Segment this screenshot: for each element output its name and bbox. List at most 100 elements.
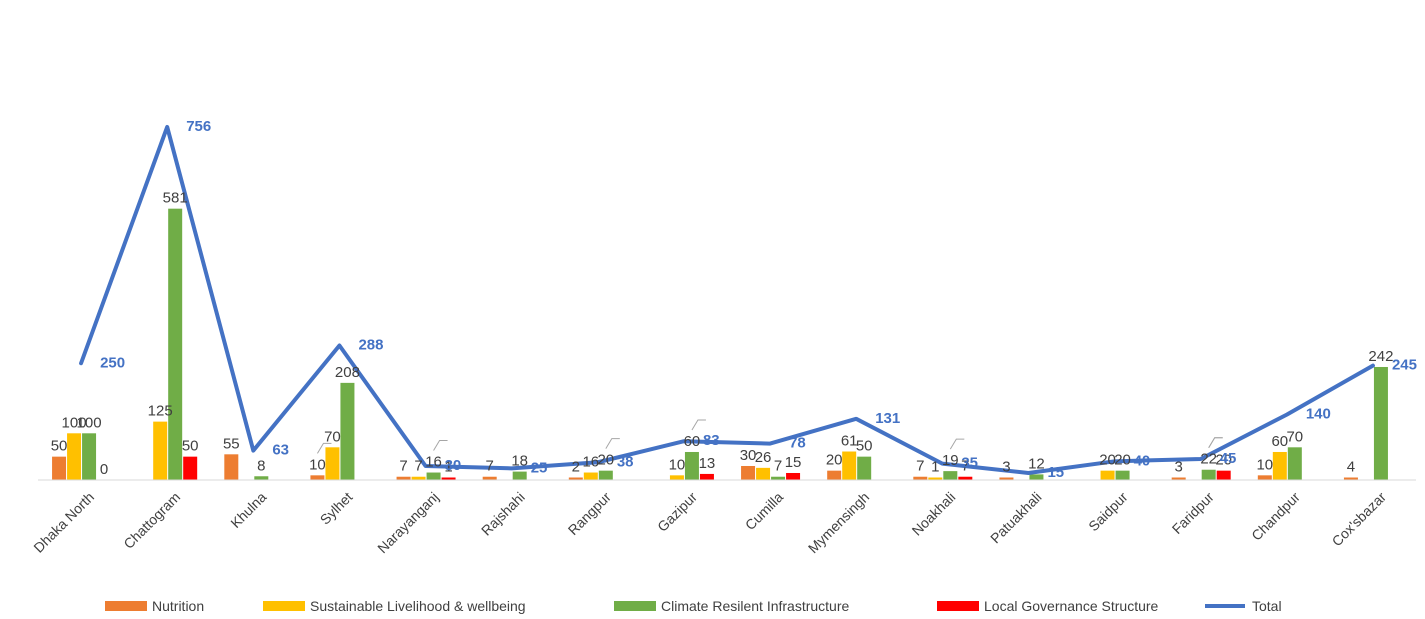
bar-label-climate-resilent-infrastructure-chattogram: 581 [163, 190, 188, 207]
bar-sustainable-livelihood-wellbeing-mymensingh [842, 451, 857, 480]
bar-nutrition-faridpur [1171, 477, 1186, 480]
bar-label-local-governance-structure-narayanganj: 1 [444, 459, 452, 476]
bar-label-climate-resilent-infrastructure-cox-sbazar: 242 [1368, 348, 1393, 365]
category-label-narayanganj: Narayanganj [374, 489, 441, 556]
bar-label-climate-resilent-infrastructure-dhaka-north: 100 [77, 414, 102, 431]
total-label-khulna: 63 [272, 442, 289, 459]
leader-line [605, 438, 620, 449]
bar-nutrition-narayanganj [396, 476, 411, 480]
category-label-khulna: Khulna [227, 489, 269, 531]
legend-label: Local Governance Structure [984, 598, 1159, 614]
bar-nutrition-patuakhali [999, 477, 1014, 480]
bar-climate-resilent-infrastructure-chattogram [168, 208, 183, 480]
legend-label: Sustainable Livelihood & wellbeing [310, 598, 526, 614]
bar-label-sustainable-livelihood-wellbeing-sylhet: 70 [324, 428, 341, 445]
legend-swatch [937, 601, 979, 611]
leader-line [1208, 437, 1223, 448]
bar-label-nutrition-sylhet: 10 [309, 456, 326, 473]
bar-local-governance-structure-cumilla [786, 472, 801, 480]
bar-climate-resilent-infrastructure-patuakhali [1029, 474, 1044, 480]
bar-sustainable-livelihood-wellbeing-dhaka-north [67, 433, 82, 480]
bar-climate-resilent-infrastructure-saidpur [1115, 470, 1130, 480]
total-label-rajshahi: 25 [531, 459, 548, 476]
total-series-line [79, 124, 1375, 475]
legend-label: Nutrition [152, 598, 204, 614]
bar-label-climate-resilent-infrastructure-patuakhali: 12 [1028, 455, 1045, 472]
bar-nutrition-cox-sbazar [1343, 477, 1358, 480]
bar-nutrition-khulna [224, 454, 239, 480]
bar-nutrition-cumilla [741, 465, 756, 480]
bar-label-sustainable-livelihood-wellbeing-gazipur: 10 [669, 456, 686, 473]
bar-climate-resilent-infrastructure-mymensingh [857, 456, 872, 480]
bar-sustainable-livelihood-wellbeing-chandpur [1272, 451, 1287, 480]
bar-nutrition-rajshahi [482, 476, 497, 480]
bar-label-local-governance-structure-noakhali: 7 [961, 458, 969, 475]
category-label-gazipur: Gazipur [654, 489, 700, 535]
category-labels: Dhaka North Chattogram Khulna Sylhet Narayan… [30, 489, 1389, 557]
total-label-sylhet: 288 [358, 337, 383, 354]
bar-label-climate-resilent-infrastructure-noakhali: 19 [942, 452, 959, 469]
bar-climate-resilent-infrastructure-cumilla [771, 476, 786, 480]
legend-item-climate-resilent-infrastructure: Climate Resilent Infrastructure [614, 598, 850, 614]
category-label-cumilla: Cumilla [742, 489, 786, 533]
bar-sustainable-livelihood-wellbeing-rangpur [583, 472, 598, 480]
bar-label-local-governance-structure-faridpur: 20 [1215, 452, 1232, 469]
category-label-sylhet: Sylhet [317, 489, 356, 528]
bar-climate-resilent-infrastructure-chandpur [1287, 447, 1302, 480]
category-label-rajshahi: Rajshahi [478, 489, 528, 539]
bar-label-local-governance-structure-gazipur: 13 [699, 455, 716, 472]
bar-label-climate-resilent-infrastructure-faridpur: 22 [1200, 451, 1217, 468]
bar-label-climate-resilent-infrastructure-khulna: 8 [257, 457, 265, 474]
leader-line [433, 440, 448, 451]
bar-label-sustainable-livelihood-wellbeing-cumilla: 26 [755, 449, 772, 466]
bar-label-nutrition-patuakhali: 3 [1002, 459, 1010, 476]
total-label-patuakhali: 15 [1047, 464, 1064, 481]
bar-sustainable-livelihood-wellbeing-noakhali [928, 477, 943, 480]
total-label-dhaka-north: 250 [100, 354, 125, 371]
bar-label-nutrition-rangpur: 2 [572, 459, 580, 476]
bar-climate-resilent-infrastructure-sylhet [340, 382, 355, 480]
bar-label-sustainable-livelihood-wellbeing-chattogram: 125 [148, 403, 173, 420]
legend-item-total: Total [1205, 598, 1282, 614]
leader-line [691, 419, 706, 431]
bar-climate-resilent-infrastructure-dhaka-north [82, 433, 97, 480]
bar-label-local-governance-structure-cumilla: 15 [785, 454, 802, 471]
bar-local-governance-structure-noakhali [958, 476, 973, 480]
category-label-noakhali: Noakhali [909, 489, 959, 539]
bar-local-governance-structure-chattogram [183, 456, 198, 480]
total-label-chandpur: 140 [1306, 406, 1331, 423]
legend-swatch [263, 601, 305, 611]
total-label-narayanganj: 30 [445, 457, 462, 474]
bar-label-sustainable-livelihood-wellbeing-rangpur: 16 [582, 454, 599, 471]
bar-nutrition-dhaka-north [52, 456, 67, 480]
category-label-cox-sbazar: Cox'sbazar [1329, 489, 1390, 550]
category-label-rangpur: Rangpur [565, 489, 615, 539]
bar-climate-resilent-infrastructure-narayanganj [426, 472, 441, 480]
legend-label: Total [1252, 598, 1282, 614]
bar-climate-resilent-infrastructure-faridpur [1201, 469, 1216, 480]
bar-climate-resilent-infrastructure-rajshahi [512, 471, 527, 480]
bar-label-nutrition-chandpur: 10 [1256, 456, 1273, 473]
bar-local-governance-structure-gazipur [699, 473, 714, 480]
bar-sustainable-livelihood-wellbeing-cumilla [756, 467, 771, 480]
legend-swatch [105, 601, 147, 611]
bar-label-nutrition-narayanganj: 7 [399, 458, 407, 475]
bar-label-climate-resilent-infrastructure-mymensingh: 50 [856, 438, 873, 455]
category-label-saidpur: Saidpur [1085, 489, 1131, 535]
bar-climate-resilent-infrastructure-cox-sbazar [1373, 366, 1388, 480]
bar-label-climate-resilent-infrastructure-cumilla: 7 [774, 458, 782, 475]
bar-label-nutrition-khulna: 55 [223, 435, 240, 452]
bar-label-climate-resilent-infrastructure-chandpur: 70 [1286, 428, 1303, 445]
bar-sustainable-livelihood-wellbeing-chattogram [153, 421, 168, 480]
bar-label-nutrition-dhaka-north: 50 [51, 438, 68, 455]
total-label-gazipur: 83 [703, 432, 720, 449]
leader-line [1208, 437, 1223, 448]
total-label-chattogram: 756 [186, 118, 211, 135]
leader-lines [317, 419, 1223, 454]
bar-label-climate-resilent-infrastructure-rangpur: 20 [597, 452, 614, 469]
bar-label-sustainable-livelihood-wellbeing-chandpur: 60 [1271, 433, 1288, 450]
legend-item-nutrition: Nutrition [105, 598, 204, 614]
